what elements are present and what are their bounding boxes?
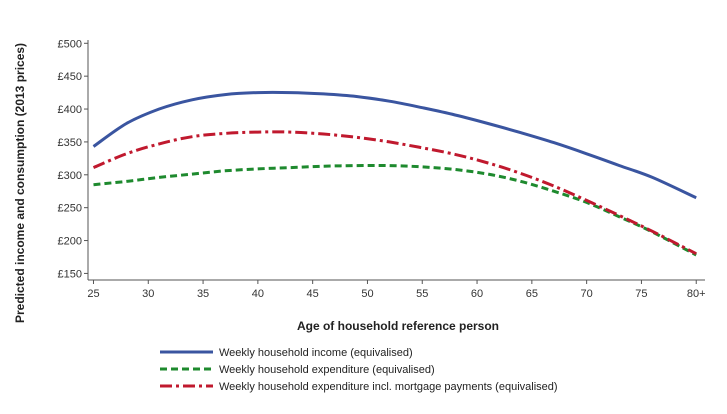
x-tick-label: 75 xyxy=(635,288,647,300)
y-tick-label: £200 xyxy=(58,236,82,248)
legend-item-expenditure-mortgage: Weekly household expenditure incl. mortg… xyxy=(160,381,558,393)
x-tick-label: 65 xyxy=(526,288,538,300)
legend-item-income: Weekly household income (equivalised) xyxy=(160,347,413,359)
series-lines xyxy=(92,90,697,257)
x-axis-title: Age of household reference person xyxy=(297,319,499,333)
x-tick-label: 55 xyxy=(416,288,428,300)
legend-label: Weekly household expenditure incl. mortg… xyxy=(219,381,558,393)
series-expenditure-line xyxy=(93,163,697,257)
x-tick-label: 80+ xyxy=(687,288,706,300)
legend-label: Weekly household expenditure (equivalise… xyxy=(219,364,435,376)
x-tick-label: 40 xyxy=(252,288,264,300)
y-tick-label: £350 xyxy=(58,137,82,149)
y-axis-title: Predicted income and consumption (2013 p… xyxy=(13,43,27,323)
legend-label: Weekly household income (equivalised) xyxy=(219,347,413,359)
x-tick-label: 30 xyxy=(142,288,154,300)
legend: Weekly household income (equivalised) Wee… xyxy=(160,347,558,393)
x-tick-label: 45 xyxy=(307,288,319,300)
y-tick-label: £500 xyxy=(58,38,82,50)
tick-labels: £150 £200 £250 £300 £350 £400 £450 £500 25 30 35 40… xyxy=(58,38,706,300)
x-tick-label: 70 xyxy=(581,288,593,300)
y-tick-label: £250 xyxy=(58,203,82,215)
x-tick-label: 35 xyxy=(197,288,209,300)
axes xyxy=(84,40,705,284)
y-tick-label: £150 xyxy=(58,268,82,280)
y-tick-label: £400 xyxy=(58,104,82,116)
x-tick-label: 60 xyxy=(471,288,483,300)
series-income-line xyxy=(92,90,697,200)
x-tick-label: 50 xyxy=(361,288,373,300)
x-tick-label: 25 xyxy=(87,288,99,300)
y-tick-label: £300 xyxy=(58,170,82,182)
legend-item-expenditure: Weekly household expenditure (equivalise… xyxy=(160,364,435,376)
y-tick-label: £450 xyxy=(58,71,82,83)
series-expenditure-mortgage-line xyxy=(92,130,697,256)
